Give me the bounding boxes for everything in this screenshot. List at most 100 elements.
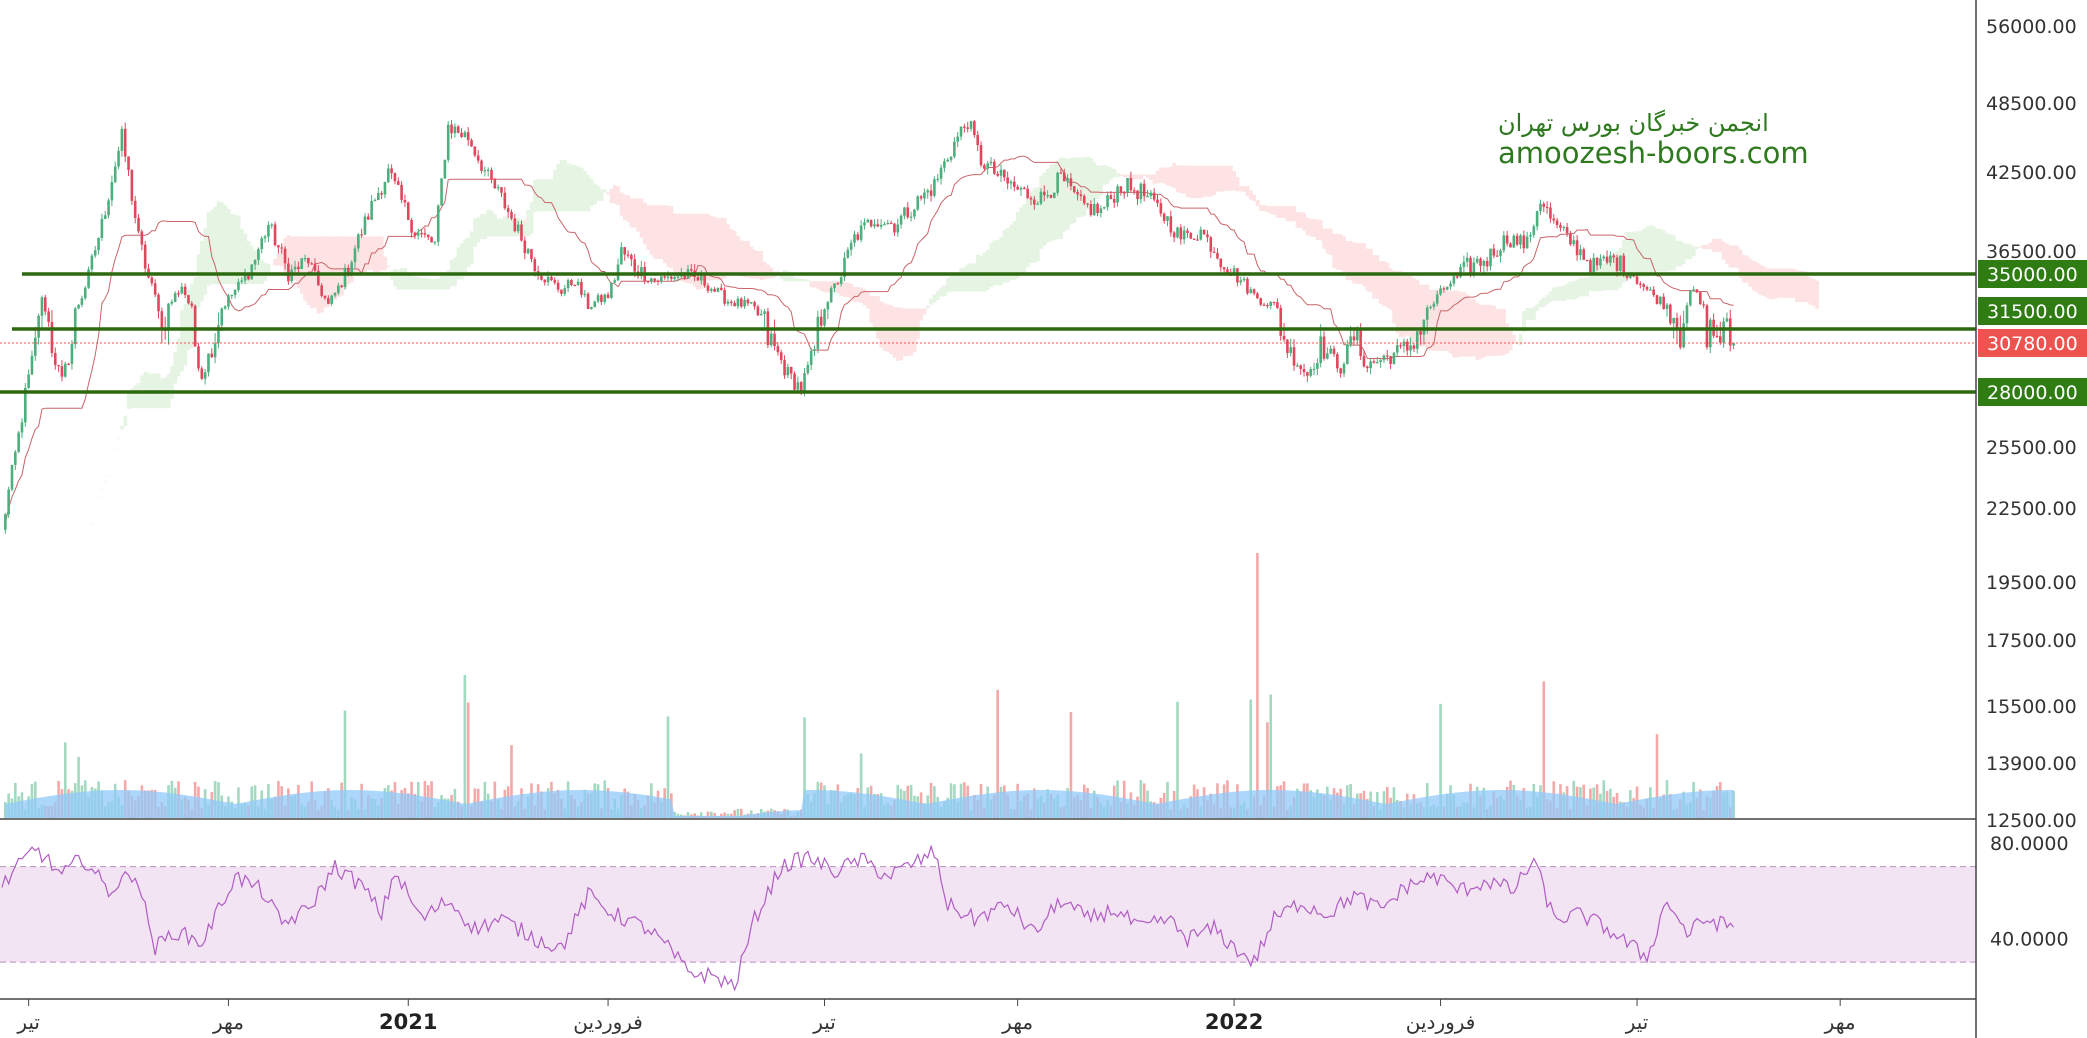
candle-body[interactable] — [1692, 289, 1695, 292]
candle-body[interactable] — [803, 373, 806, 393]
candle-body[interactable] — [1282, 335, 1286, 340]
candle-body[interactable] — [1399, 345, 1402, 347]
candle-body[interactable] — [1549, 207, 1552, 219]
candle-body[interactable] — [796, 382, 800, 390]
candle-body[interactable] — [953, 141, 956, 157]
candle-body[interactable] — [1635, 276, 1639, 284]
candle-body[interactable] — [946, 159, 950, 162]
candle-body[interactable] — [600, 295, 603, 302]
candle-body[interactable] — [260, 238, 264, 250]
candle-body[interactable] — [227, 295, 230, 307]
candle-body[interactable] — [1482, 260, 1486, 266]
candle-body[interactable] — [1662, 296, 1665, 309]
candle-body[interactable] — [776, 346, 780, 353]
candle-body[interactable] — [1582, 249, 1586, 260]
candle-body[interactable] — [430, 237, 433, 243]
candle-body[interactable] — [1332, 348, 1336, 355]
candle-body[interactable] — [357, 234, 360, 249]
candle-body[interactable] — [1129, 177, 1133, 191]
candle-body[interactable] — [203, 372, 207, 379]
candle-body[interactable] — [550, 276, 553, 281]
candle-body[interactable] — [1009, 181, 1013, 184]
candle-body[interactable] — [1575, 240, 1579, 256]
candle-body[interactable] — [310, 263, 313, 265]
candle-body[interactable] — [586, 293, 590, 310]
candle-body[interactable] — [190, 303, 194, 306]
candle-body[interactable] — [670, 276, 673, 279]
candle-body[interactable] — [273, 224, 277, 246]
candle-body[interactable] — [1515, 235, 1519, 245]
candle-body[interactable] — [690, 269, 693, 271]
candle-body[interactable] — [919, 196, 923, 199]
candle-body[interactable] — [756, 306, 760, 316]
candle-body[interactable] — [773, 333, 776, 347]
candle-body[interactable] — [1062, 172, 1066, 182]
candle-body[interactable] — [90, 255, 94, 270]
candle-body[interactable] — [996, 173, 999, 176]
candle-body[interactable] — [1689, 291, 1692, 306]
candle-body[interactable] — [1542, 203, 1546, 207]
candle-body[interactable] — [1652, 289, 1655, 296]
candle-body[interactable] — [393, 173, 397, 182]
candle-body[interactable] — [779, 352, 783, 361]
candle-body[interactable] — [726, 301, 730, 304]
candle-body[interactable] — [47, 311, 50, 322]
candle-body[interactable] — [380, 193, 383, 195]
candle-body[interactable] — [213, 343, 217, 358]
candle-body[interactable] — [1256, 293, 1259, 299]
candle-body[interactable] — [999, 169, 1003, 176]
candle-body[interactable] — [923, 192, 926, 199]
time-axis[interactable]: تیر مهر 2021 فروردین تیر مهر 2022 فروردین تیر مهر — [16, 999, 1856, 1034]
candle-body[interactable] — [886, 222, 890, 225]
candle-body[interactable] — [1242, 278, 1246, 281]
candle-body[interactable] — [1312, 368, 1316, 371]
candle-body[interactable] — [167, 303, 170, 331]
candle-body[interactable] — [523, 240, 527, 254]
candle-body[interactable] — [1685, 305, 1689, 324]
candle-body[interactable] — [100, 218, 104, 238]
candle-body[interactable] — [869, 219, 873, 227]
candle-body[interactable] — [1166, 216, 1169, 221]
candle-body[interactable] — [1455, 276, 1459, 278]
candle-body[interactable] — [340, 285, 343, 287]
candle-body[interactable] — [50, 321, 54, 353]
candle-body[interactable] — [1609, 255, 1612, 263]
candle-body[interactable] — [1392, 352, 1396, 364]
candle-body[interactable] — [1029, 197, 1033, 200]
candle-body[interactable] — [510, 211, 513, 219]
candle-body[interactable] — [723, 289, 726, 304]
candle-body[interactable] — [1705, 305, 1709, 348]
candle-body[interactable] — [1189, 233, 1193, 239]
candle-body[interactable] — [660, 276, 663, 282]
candle-body[interactable] — [1619, 255, 1622, 271]
candle-body[interactable] — [1532, 226, 1536, 236]
candle-body[interactable] — [120, 128, 124, 151]
candle-body[interactable] — [103, 215, 107, 219]
candle-body[interactable] — [1186, 230, 1189, 234]
candle-body[interactable] — [1152, 192, 1156, 200]
candle-body[interactable] — [127, 156, 130, 170]
candle-body[interactable] — [1309, 369, 1312, 376]
candle-body[interactable] — [959, 126, 963, 137]
candle-body[interactable] — [77, 304, 80, 309]
candle-body[interactable] — [949, 156, 953, 160]
candle-body[interactable] — [746, 299, 750, 304]
candle-body[interactable] — [743, 299, 746, 307]
candle-body[interactable] — [603, 294, 607, 302]
candle-body[interactable] — [500, 187, 503, 193]
candle-body[interactable] — [1146, 195, 1149, 198]
candle-body[interactable] — [1122, 192, 1126, 194]
candle-body[interactable] — [1156, 199, 1159, 204]
candle-body[interactable] — [1149, 192, 1153, 196]
candle-body[interactable] — [323, 295, 327, 299]
candle-body[interactable] — [703, 275, 706, 286]
candle-body[interactable] — [963, 126, 966, 128]
candle-body[interactable] — [1272, 301, 1276, 304]
candle-body[interactable] — [1375, 362, 1379, 364]
candle-body[interactable] — [1292, 347, 1296, 366]
candle-body[interactable] — [633, 259, 636, 272]
candle-body[interactable] — [1395, 345, 1399, 353]
candle-body[interactable] — [546, 276, 550, 283]
candle-body[interactable] — [763, 311, 766, 314]
